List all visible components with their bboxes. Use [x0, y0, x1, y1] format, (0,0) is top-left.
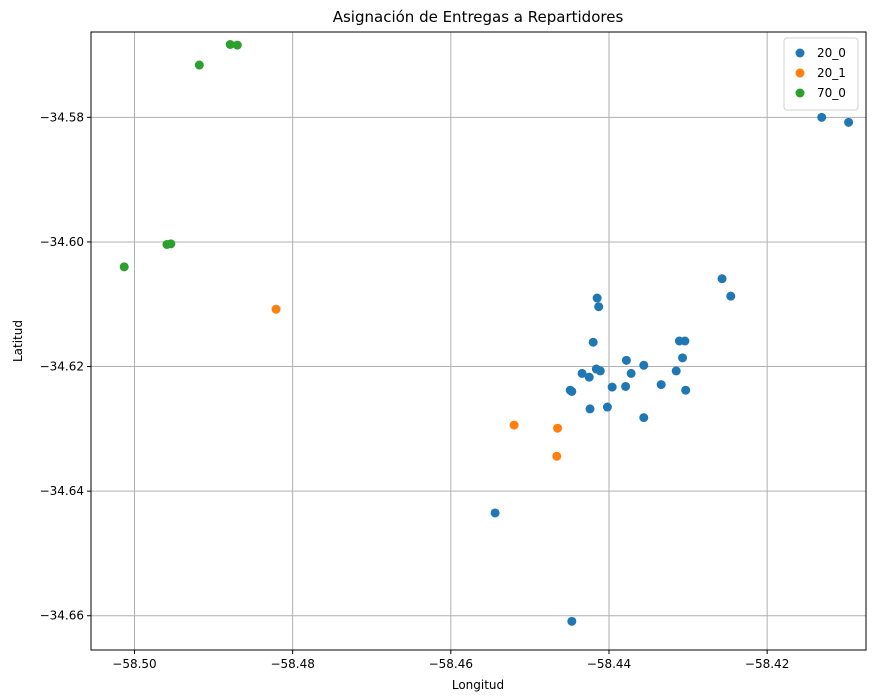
- point-20_0: [680, 336, 690, 346]
- point-20_0: [577, 368, 587, 378]
- y-tick-label: −34.62: [40, 360, 84, 374]
- point-70_0: [119, 262, 129, 272]
- point-70_0: [194, 60, 204, 70]
- x-tick-label: −58.42: [745, 657, 789, 671]
- x-tick-label: −58.48: [270, 657, 314, 671]
- point-20_0: [592, 293, 602, 303]
- point-20_0: [717, 274, 727, 284]
- y-axis-ticks: −34.58 −34.60 −34.62 −34.64 −34.66: [40, 110, 91, 623]
- y-tick-label: −34.64: [40, 484, 84, 498]
- y-axis-label: Latitud: [11, 320, 25, 362]
- point-20_0: [567, 616, 577, 626]
- point-20_1: [271, 304, 281, 314]
- x-axis-ticks: −58.50 −58.48 −58.46 −58.44 −58.42: [112, 650, 789, 671]
- point-20_1: [509, 420, 519, 430]
- chart-title: Asignación de Entregas a Repartidores: [333, 8, 624, 26]
- y-tick-label: −34.58: [40, 110, 84, 124]
- x-tick-label: −58.44: [587, 657, 631, 671]
- legend: 20_0 20_1 70_0: [783, 37, 859, 111]
- legend-marker-20_0: [795, 48, 805, 58]
- point-20_0: [671, 366, 681, 376]
- point-20_0: [595, 366, 605, 376]
- legend-label: 70_0: [817, 86, 846, 100]
- point-20_0: [621, 381, 631, 391]
- point-20_0: [844, 117, 854, 127]
- point-20_0: [490, 508, 500, 518]
- y-tick-label: −34.60: [40, 235, 84, 249]
- legend-label: 20_1: [817, 66, 846, 80]
- point-20_0: [602, 402, 612, 412]
- x-axis-label: Longitud: [452, 678, 504, 692]
- grid: [91, 32, 866, 650]
- point-20_1: [552, 451, 562, 461]
- legend-label: 20_0: [817, 46, 846, 60]
- data-points: [119, 39, 854, 626]
- point-20_0: [567, 386, 577, 396]
- point-20_0: [594, 302, 604, 312]
- point-20_0: [588, 337, 598, 347]
- legend-marker-20_1: [795, 68, 805, 78]
- point-20_0: [726, 291, 736, 301]
- x-tick-label: −58.50: [112, 657, 156, 671]
- point-20_0: [656, 380, 666, 390]
- point-20_1: [553, 423, 563, 433]
- point-70_0: [166, 239, 176, 249]
- point-20_0: [621, 355, 631, 365]
- point-20_0: [639, 360, 649, 370]
- y-tick-label: −34.66: [40, 609, 84, 623]
- point-20_0: [817, 112, 827, 122]
- point-20_0: [626, 368, 636, 378]
- point-70_0: [232, 40, 242, 50]
- legend-marker-70_0: [795, 88, 805, 98]
- point-20_0: [585, 404, 595, 414]
- point-20_0: [639, 413, 649, 423]
- point-20_0: [584, 372, 594, 382]
- plot-frame: [90, 31, 867, 651]
- x-tick-label: −58.46: [429, 657, 473, 671]
- point-70_0: [225, 39, 235, 49]
- point-20_0: [681, 385, 691, 395]
- point-20_0: [678, 353, 688, 363]
- point-20_0: [607, 382, 617, 392]
